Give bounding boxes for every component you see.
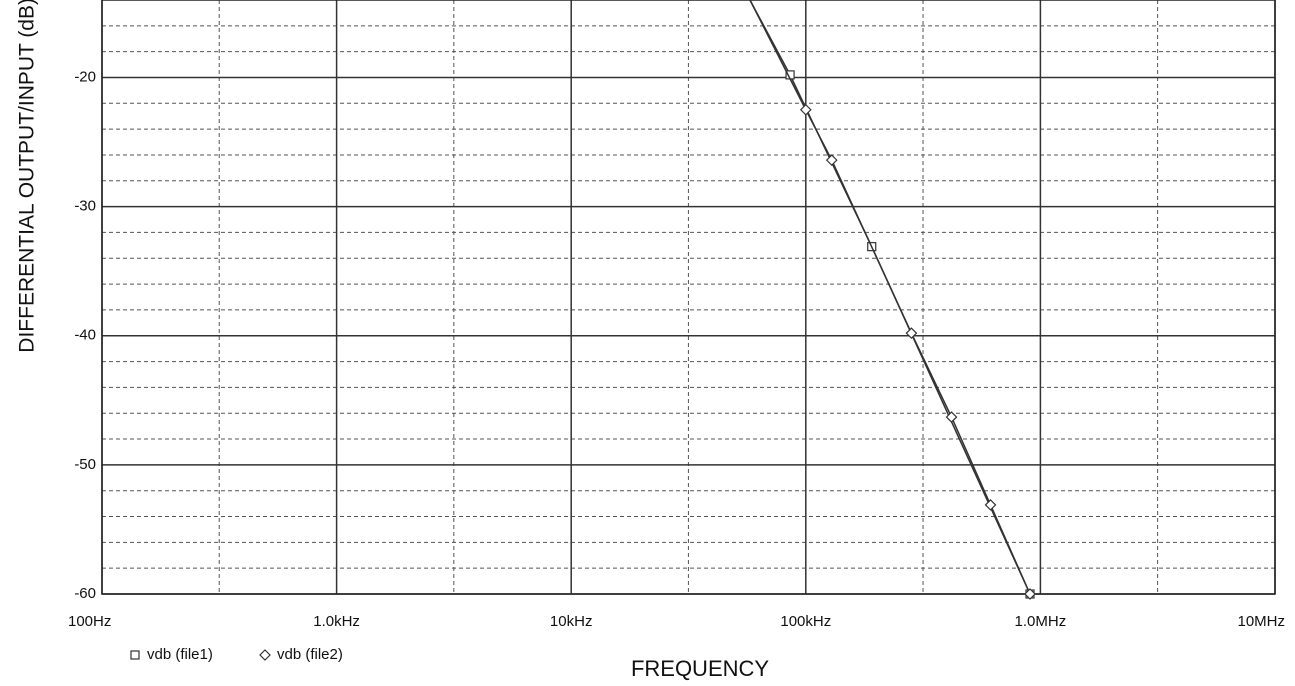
x-tick-label: 10kHz xyxy=(550,613,593,630)
y-tick-label: -40 xyxy=(74,327,96,344)
x-tick-label: 100kHz xyxy=(780,613,831,630)
data-point xyxy=(825,154,838,166)
legend-label: vdb (file2) xyxy=(277,646,343,663)
data-point xyxy=(984,499,997,511)
data-point xyxy=(799,103,812,116)
plot-frame xyxy=(101,0,1276,595)
data-point xyxy=(945,411,958,423)
y-axis-title: DIFFERENTIAL OUTPUT/INPUT (dB) xyxy=(16,0,39,353)
x-tick-label: 10MHz xyxy=(1237,613,1285,630)
y-tick-label: -30 xyxy=(74,198,96,215)
legend-marker xyxy=(259,649,271,661)
y-tick-label: -20 xyxy=(74,68,96,85)
data-point xyxy=(905,327,918,340)
data-point xyxy=(1024,588,1036,600)
y-tick-label: -50 xyxy=(74,456,96,473)
legend-marker xyxy=(130,650,140,660)
y-tick-label: -60 xyxy=(74,585,96,602)
x-axis-title: FREQUENCY xyxy=(631,656,769,681)
legend-label: vdb (file1) xyxy=(147,646,213,663)
x-tick-label: 100Hz xyxy=(68,613,111,630)
x-tick-label: 1.0kHz xyxy=(313,613,360,630)
x-tick-label: 1.0MHz xyxy=(1015,613,1067,630)
